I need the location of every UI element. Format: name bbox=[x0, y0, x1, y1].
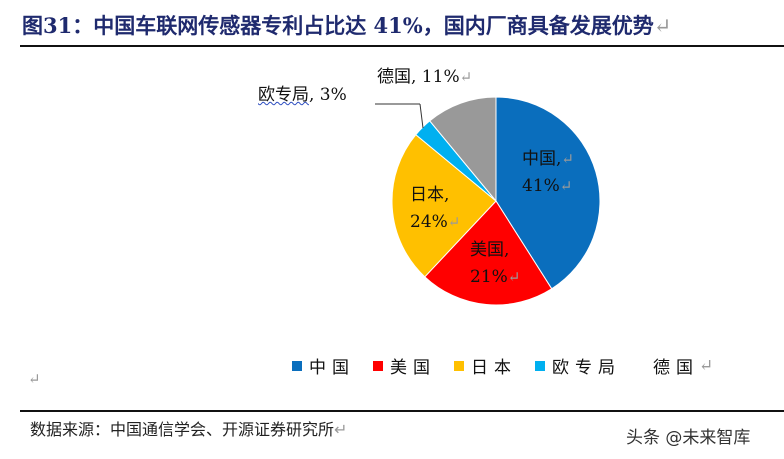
source-note: 数据来源：中国通信学会、开源证券研究所↵ bbox=[30, 420, 348, 439]
legend-item-epo: 欧专局 bbox=[535, 353, 621, 378]
legend-item-usa: 美国 bbox=[373, 353, 436, 378]
legend-item-china: 中国 bbox=[292, 353, 355, 378]
legend-item-germany: 德国 ↵ bbox=[653, 355, 714, 379]
paragraph-mark: ↵ bbox=[28, 370, 41, 388]
watermark: 头条 @未来智库 bbox=[626, 428, 751, 448]
pie-slice-0 bbox=[495, 96, 601, 290]
epo-leader-line-2 bbox=[419, 103, 424, 129]
source-rule bbox=[20, 410, 784, 412]
legend-swatch bbox=[454, 360, 464, 371]
pie-slice-1 bbox=[424, 200, 553, 306]
label-china: 中国,↵ 41%↵ bbox=[522, 149, 574, 196]
label-germany: 德国, 11%↵ bbox=[377, 67, 473, 87]
legend-swatch bbox=[292, 360, 302, 371]
label-epo: 欧专局, 3% bbox=[258, 85, 347, 105]
legend-item-japan: 日本 bbox=[454, 353, 517, 378]
pie-slice-4 bbox=[429, 96, 497, 203]
legend-swatch bbox=[535, 360, 545, 371]
label-usa: 美国, 21%↵ bbox=[470, 240, 521, 287]
chart-legend: 中国 美国 日本 欧专局 德国 ↵ bbox=[292, 353, 731, 378]
pie-slice-2 bbox=[391, 134, 497, 278]
legend-swatch bbox=[373, 360, 383, 371]
figure-title: 图31：中国车联网传感器专利占比达 41%，国内厂商具备发展优势↵ bbox=[22, 13, 672, 38]
label-japan: 日本, 24%↵ bbox=[410, 185, 461, 232]
title-rule bbox=[20, 45, 784, 47]
